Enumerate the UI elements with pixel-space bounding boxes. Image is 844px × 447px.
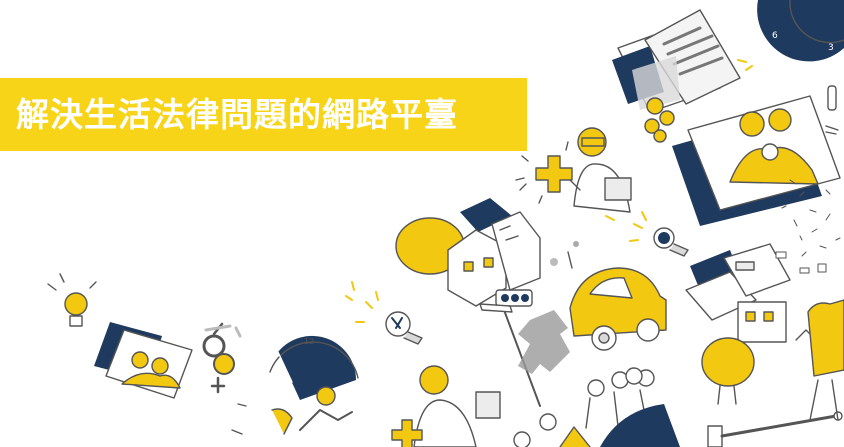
lightbulb-icon-center: [355, 291, 423, 345]
house-icon: [395, 198, 541, 307]
family-photo-icon: [672, 95, 841, 226]
road-icon: [518, 310, 570, 374]
clock-icon-center: 12: [269, 335, 359, 400]
gavel-icon: [707, 411, 843, 447]
sparkles: [345, 59, 753, 301]
doctor-figure: [569, 127, 632, 213]
gender-symbol-icon: [202, 322, 242, 394]
coin-icon: [644, 97, 675, 143]
car-icon: [567, 251, 667, 351]
pins: [519, 183, 579, 266]
house-icon-right: [685, 243, 817, 405]
doctor-figure-bottom: [413, 365, 501, 447]
lightbulb-icon: [629, 211, 689, 257]
family-photo-icon-left: [94, 322, 193, 399]
traffic-light-icon: [479, 289, 541, 407]
people-group-figure: [513, 367, 680, 447]
svg-text:3: 3: [828, 43, 834, 53]
headline-banner: 解決生活法律問題的網路平臺: [0, 78, 527, 151]
lightbulb-icon-left: [47, 273, 97, 327]
person-figure: [231, 386, 353, 435]
thermometer-icon: [825, 85, 839, 135]
person-figure-right: [807, 299, 844, 421]
svg-text:12: 12: [304, 337, 314, 346]
svg-text:6: 6: [772, 31, 778, 41]
clock-icon: 6 3: [757, 0, 844, 62]
page-title: 解決生活法律問題的網路平臺: [16, 95, 458, 134]
document-icon: [612, 9, 741, 113]
medical-cross-icon-bottom: [391, 419, 423, 447]
medical-cross-icon: [515, 141, 573, 204]
confetti: [775, 179, 841, 274]
